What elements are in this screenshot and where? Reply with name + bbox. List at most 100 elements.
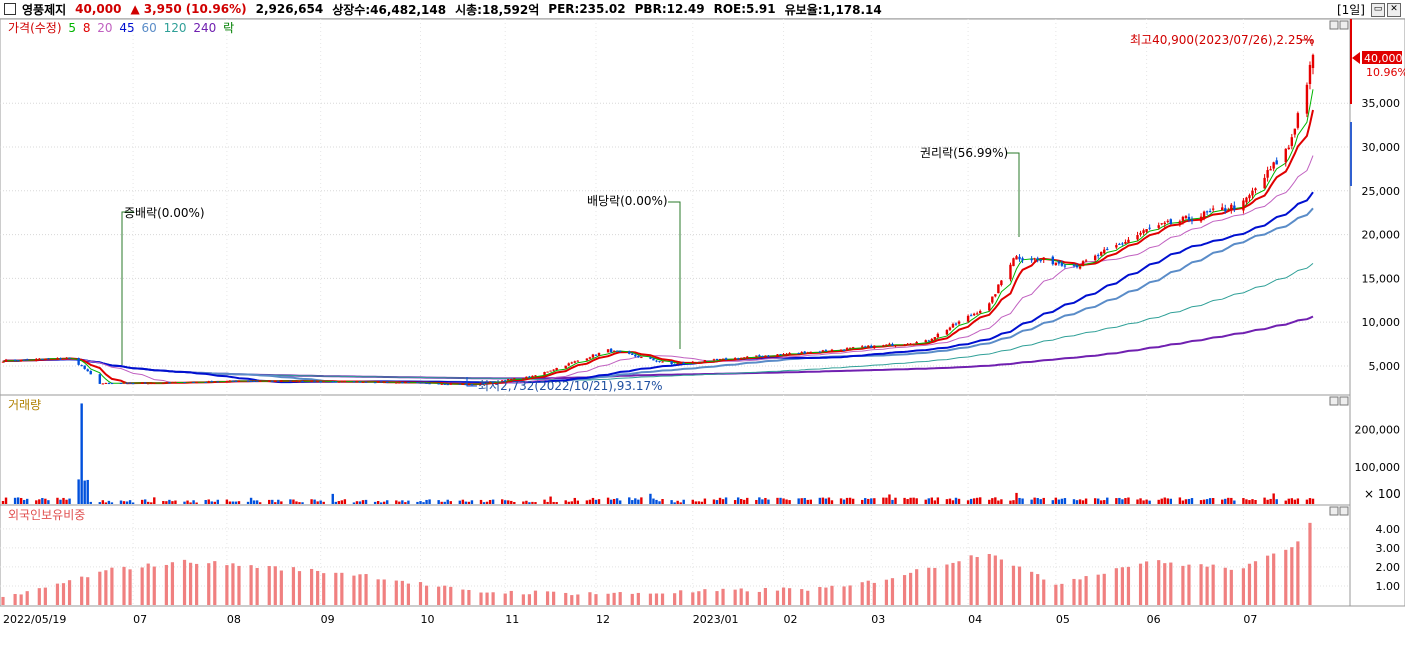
- period-selector[interactable]: [1일]: [1336, 3, 1365, 17]
- candle-body: [585, 358, 589, 361]
- candle-body: [718, 358, 722, 360]
- candle-body: [522, 378, 525, 380]
- price-panel-buttons[interactable]: [1329, 20, 1349, 30]
- candle-body: [1266, 170, 1269, 178]
- foreign-bar: [25, 591, 29, 605]
- candle-body: [1208, 211, 1212, 213]
- foreign-bar: [61, 583, 66, 605]
- candle-body: [1100, 251, 1103, 256]
- volume-bar: [398, 501, 401, 504]
- stock-chart[interactable]: 5,000 10,000 15,000 20,000 25,000 30,000 35,00…: [0, 19, 1405, 648]
- volume-bar: [612, 498, 616, 504]
- select-checkbox[interactable]: [4, 3, 16, 15]
- foreign-bar: [890, 578, 895, 605]
- foreign-bar: [673, 593, 677, 605]
- candle-body: [830, 349, 834, 352]
- candle-body: [954, 323, 958, 325]
- volume-bar: [1224, 498, 1227, 504]
- candle-body: [358, 381, 362, 383]
- candle-body: [703, 360, 707, 363]
- foreign-bar: [630, 593, 634, 605]
- candle-body: [821, 350, 825, 352]
- volume-legend: 거래량: [8, 398, 41, 412]
- candle-body: [1311, 54, 1315, 69]
- volume-bar: [546, 501, 549, 504]
- candle-body: [552, 369, 555, 371]
- foreign-bar: [1229, 569, 1233, 605]
- x-axis-label: 2023/01: [693, 613, 739, 626]
- candle-body: [957, 321, 961, 324]
- candle-body: [800, 352, 803, 354]
- svg-text:최고40,900(2023/07/26),2.25%: 최고40,900(2023/07/26),2.25%: [1130, 33, 1315, 47]
- foreign-bar: [1253, 561, 1258, 605]
- candle-body: [1115, 245, 1118, 248]
- restore-window-icon[interactable]: ▭: [1371, 2, 1385, 17]
- candle-body: [461, 383, 465, 385]
- volume-bar: [597, 499, 601, 504]
- volume-panel-buttons[interactable]: [1329, 396, 1349, 406]
- volume-bar: [631, 500, 634, 504]
- ma60-line: [2, 207, 1314, 384]
- volume-bar: [1157, 499, 1160, 504]
- candle-body: [479, 382, 483, 385]
- candle-body: [255, 380, 259, 382]
- candle-body: [1211, 208, 1215, 210]
- candle-body: [383, 382, 386, 384]
- candle-body: [788, 353, 791, 355]
- candle-body: [319, 381, 322, 383]
- candle-body: [1199, 216, 1203, 222]
- volume-bar: [1163, 497, 1166, 504]
- volume-bar: [449, 501, 452, 504]
- volume-bar: [313, 499, 316, 504]
- foreign-bar: [969, 555, 973, 605]
- volume-bar: [280, 501, 283, 504]
- candle-body: [213, 381, 216, 383]
- volume-bar: [47, 500, 50, 504]
- foreign-bar: [691, 592, 695, 605]
- candle-body: [110, 383, 114, 385]
- candle-body: [1308, 64, 1312, 85]
- foreign-bar: [340, 572, 344, 605]
- foreign-bar: [19, 594, 23, 605]
- candle-body: [1148, 227, 1151, 229]
- candle-body: [567, 363, 570, 366]
- candle-body: [746, 356, 749, 358]
- volume-bar: [1275, 499, 1278, 504]
- volume-bar: [352, 502, 356, 504]
- foreign-bar: [933, 567, 937, 605]
- candle-body: [237, 380, 241, 382]
- volume-bar: [936, 497, 940, 504]
- foreign-bar: [660, 593, 665, 605]
- volume-bar: [1063, 498, 1067, 504]
- candle-body: [337, 381, 341, 383]
- volume-bar: [945, 499, 949, 504]
- candle-body: [715, 359, 719, 361]
- volume-bar: [150, 502, 153, 504]
- volume-bar: [289, 499, 292, 504]
- foreign-bar: [164, 564, 168, 605]
- price-y-tick: 35,000: [1362, 97, 1401, 110]
- close-window-icon[interactable]: ✕: [1387, 2, 1401, 17]
- candle-body: [437, 383, 440, 385]
- foreign-panel-buttons[interactable]: [1329, 506, 1349, 516]
- volume-bar: [933, 500, 937, 504]
- stock-name[interactable]: 영풍제지: [22, 2, 67, 17]
- volume-bar: [591, 497, 595, 504]
- volume-bar: [1106, 497, 1109, 504]
- candle-body: [355, 381, 359, 383]
- candle-body: [948, 327, 952, 330]
- volume-bar: [1208, 498, 1212, 504]
- candle-body: [298, 381, 301, 383]
- candle-body: [1293, 128, 1297, 135]
- candle-body: [216, 381, 220, 383]
- candle-body: [13, 359, 17, 361]
- volume-bar: [966, 500, 970, 504]
- foreign-bar: [207, 563, 211, 605]
- volume-bar: [1039, 499, 1042, 504]
- volume-bar: [437, 500, 440, 504]
- legend-ma8: 8: [83, 21, 91, 35]
- foreign-bar: [697, 591, 701, 605]
- volume-bar: [1042, 497, 1045, 504]
- candle-body: [1072, 264, 1076, 266]
- candle-body: [1230, 204, 1233, 211]
